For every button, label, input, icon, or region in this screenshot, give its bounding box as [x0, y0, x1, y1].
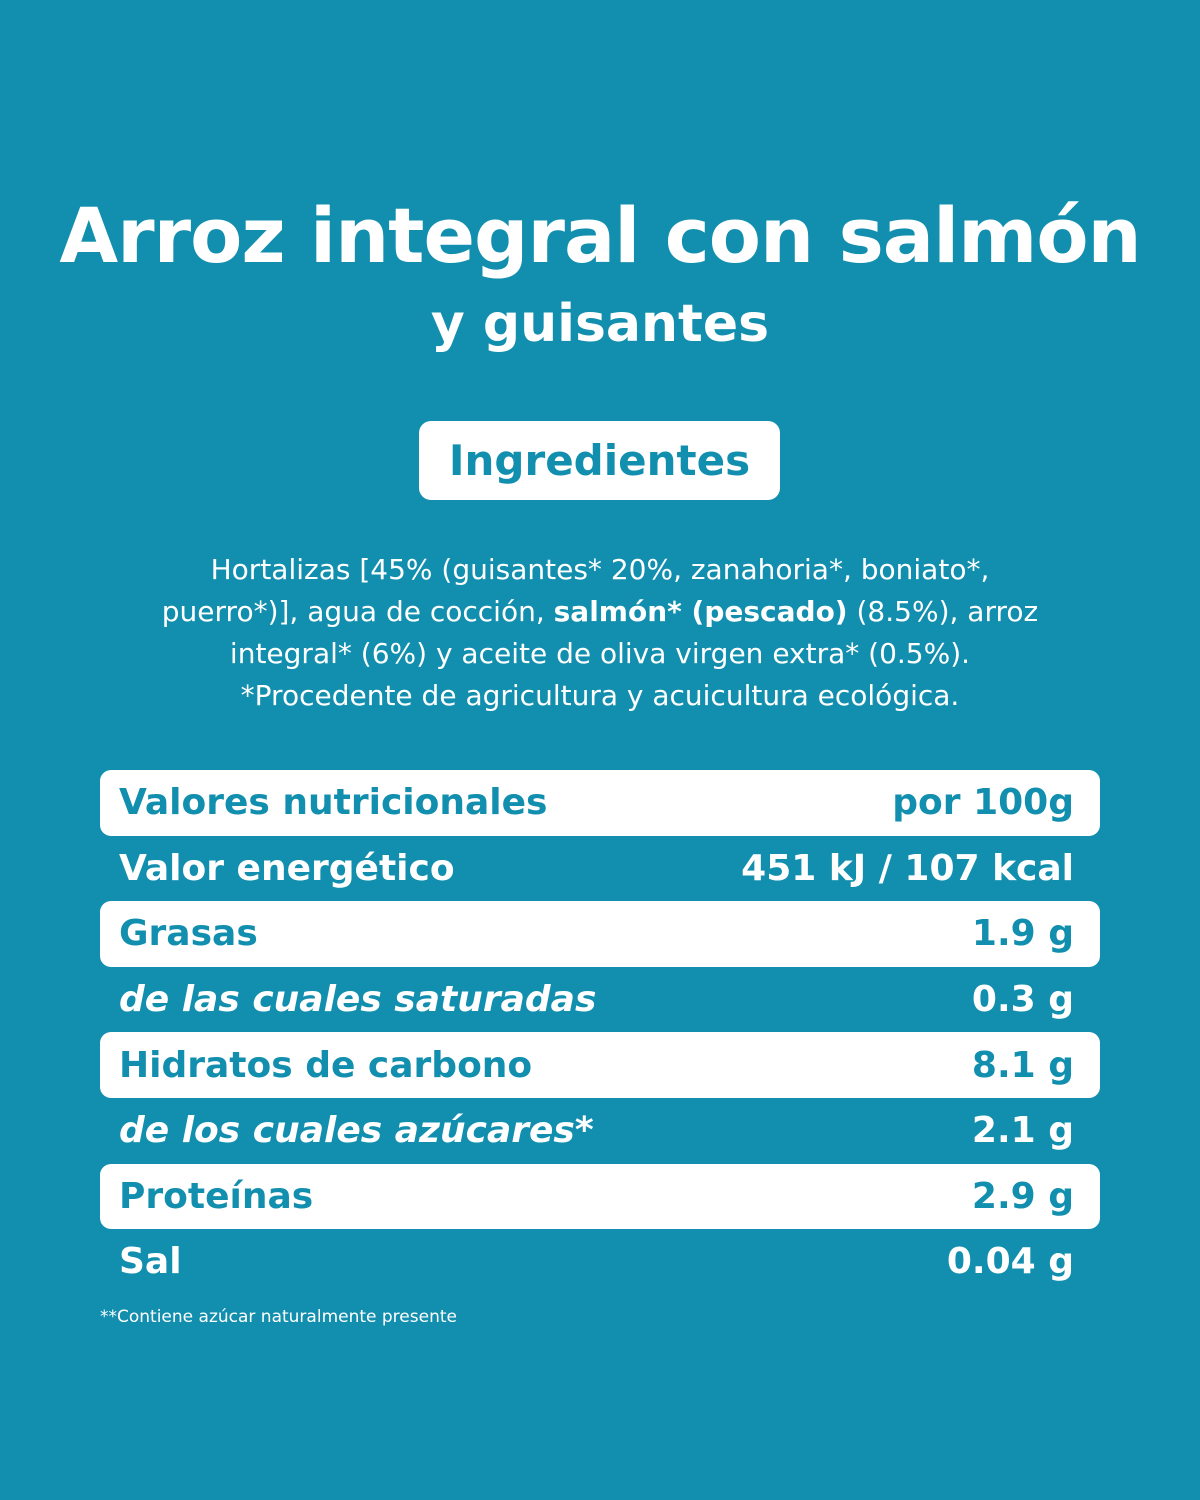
- ingredients-line: integral* (6%) y aceite de oliva virgen …: [130, 633, 1070, 675]
- nutrient-value: 0.04 g: [946, 1241, 1074, 1283]
- nutrition-row: Proteínas 2.9 g: [100, 1163, 1100, 1230]
- ingredients-text: Hortalizas [45% (guisantes* 20%, zanahor…: [130, 549, 1070, 717]
- footnote: **Contiene azúcar naturalmente presente: [100, 1307, 457, 1327]
- nutrition-table: Valores nutricionales por 100g Valor energ…: [100, 770, 1100, 1295]
- nutrient-value: 451 kJ / 107 kcal: [741, 847, 1074, 889]
- nutrient-value: 2.1 g: [971, 1110, 1074, 1152]
- ingredient-segment: puerro*)], agua de cocción,: [161, 595, 554, 628]
- nutrient-value: 1.9 g: [971, 913, 1074, 955]
- nutrition-row: Hidratos de carbono 8.1 g: [100, 1032, 1100, 1098]
- nutrient-value: 8.1 g: [971, 1044, 1074, 1086]
- nutrient-label: Valores nutricionales: [119, 782, 548, 824]
- nutrient-value: 0.3 g: [971, 979, 1074, 1021]
- ingredient-segment: Hortalizas [45% (guisantes* 20%, zanahor…: [210, 553, 990, 586]
- ingredient-segment: (8.5%), arroz: [847, 595, 1039, 628]
- ingredient-highlight: salmón* (pescado): [553, 595, 848, 628]
- nutrition-row: de las cuales saturadas 0.3 g: [100, 967, 1100, 1033]
- nutrient-label: Sal: [119, 1241, 182, 1283]
- nutrient-label: de las cuales saturadas: [119, 979, 597, 1021]
- ingredients-line: puerro*)], agua de cocción, salmón* (pes…: [130, 591, 1070, 633]
- ingredients-heading: Ingredientes: [419, 421, 780, 500]
- nutrition-row: Sal 0.04 g: [100, 1229, 1100, 1295]
- product-title: Arroz integral con salmón: [59, 191, 1141, 280]
- nutrient-label: Grasas: [119, 913, 258, 955]
- nutrient-value: 2.9 g: [971, 1175, 1074, 1217]
- nutrition-row: Grasas 1.9 g: [100, 901, 1100, 967]
- ingredient-segment: *Procedente de agricultura y acuicultura…: [240, 679, 960, 712]
- nutrient-label: de los cuales azúcares*: [119, 1110, 594, 1152]
- ingredient-segment: integral* (6%) y aceite de oliva virgen …: [229, 637, 971, 670]
- nutrition-row: de los cuales azúcares* 2.1 g: [100, 1098, 1100, 1164]
- ingredients-line: *Procedente de agricultura y acuicultura…: [130, 675, 1070, 717]
- ingredients-line: Hortalizas [45% (guisantes* 20%, zanahor…: [130, 549, 1070, 591]
- nutrient-value: por 100g: [892, 782, 1074, 824]
- nutrition-row: Valores nutricionales por 100g: [100, 770, 1100, 836]
- nutrient-label: Hidratos de carbono: [119, 1044, 533, 1086]
- nutrition-row: Valor energético 451 kJ / 107 kcal: [100, 836, 1100, 902]
- nutrient-label: Valor energético: [119, 847, 455, 889]
- nutrient-label: Proteínas: [119, 1175, 314, 1217]
- product-subtitle: y guisantes: [430, 294, 770, 354]
